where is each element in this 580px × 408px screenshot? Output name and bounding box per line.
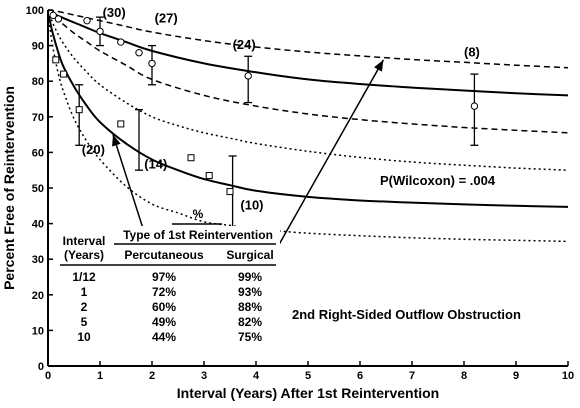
series-0-estimate-curve [47, 9, 569, 97]
table-row-0-interval: 1/12 [72, 270, 96, 284]
y-tick-label-6: 60 [32, 147, 44, 159]
y-tick-label-1: 10 [32, 325, 44, 337]
table-header-years: (Years) [64, 248, 104, 262]
series-0-lower-limit [47, 9, 569, 134]
x-tick-label-7: 7 [409, 370, 415, 382]
series-1-point-0 [52, 56, 60, 64]
series-0-point-9 [470, 102, 479, 110]
table-row-3-surgical: 82% [238, 315, 262, 329]
x-tick-label-1: 1 [97, 370, 103, 382]
y-tick-label-4: 40 [32, 219, 44, 231]
series-1-count-label-0: (20) [82, 142, 105, 157]
y-axis-title: Percent Free of Reintervention [1, 86, 17, 290]
series-1-upper-limit [47, 9, 569, 171]
table-row-1-interval: 1 [81, 285, 88, 299]
table-header-surgical: Surgical [226, 248, 273, 262]
x-tick-label-9: 9 [513, 370, 519, 382]
series-1-point-4 [187, 154, 195, 162]
series-1-count-label-1: (14) [144, 156, 167, 171]
table-row-1-percutaneous: 72% [152, 285, 176, 299]
y-tick-label-7: 70 [32, 112, 44, 124]
arrow-1-shaft [276, 59, 385, 249]
series-0-point-2 [54, 15, 63, 23]
obstruction-annotation: 2nd Right-Sided Outflow Obstruction [292, 307, 521, 322]
series-0-point-8 [244, 72, 252, 80]
p-value-annotation: P(Wilcoxon) = .004 [380, 173, 496, 188]
table-header-unit: % [193, 207, 204, 221]
x-tick-label-10: 10 [562, 370, 574, 382]
table-header-percutaneous: Percutaneous [124, 248, 204, 262]
table-row-0-percutaneous: 97% [152, 270, 176, 284]
y-tick-label-5: 50 [32, 183, 44, 195]
table-row-0-surgical: 99% [238, 270, 262, 284]
series-0-point-4 [96, 27, 104, 36]
series-0-point-3 [83, 16, 91, 25]
series-0-count-label-2: (24) [233, 37, 256, 52]
y-ticks: 0 10 20 30 40 50 60 70 80 90 100 [26, 5, 53, 373]
annotations-layer: P(Wilcoxon) = .004 2nd Right-Sided Outfl… [112, 59, 521, 322]
table-row-2-interval: 2 [81, 300, 88, 314]
y-tick-label-10: 100 [26, 5, 44, 17]
series-0-count-label-1: (27) [155, 10, 178, 25]
table-header-group: Type of 1st Reintervention [123, 228, 273, 242]
x-tick-label-3: 3 [201, 370, 207, 382]
series-0-point-6 [135, 49, 143, 57]
y-tick-label-0: 0 [38, 361, 44, 373]
x-ticks: 0 1 2 3 4 5 6 7 8 9 10 [45, 361, 574, 382]
reintervention-table: Interval (Years) % Type of 1st Reinterve… [58, 207, 280, 352]
table-row-4-surgical: 75% [238, 330, 262, 344]
series-0-count-label-3: (8) [464, 44, 480, 59]
series-1-count-label-2: (10) [240, 197, 263, 212]
y-tick-label-2: 20 [32, 290, 44, 302]
x-tick-label-8: 8 [461, 370, 467, 382]
marks-layer: (30) (27) (24) (8) (20) (14) (10) [46, 5, 480, 232]
y-tick-label-8: 80 [32, 76, 44, 88]
table-row-3-percutaneous: 49% [152, 315, 176, 329]
table-background [58, 226, 280, 352]
table-row-4-interval: 10 [77, 330, 91, 344]
table-row-3-interval: 5 [81, 315, 88, 329]
table-row-2-surgical: 88% [238, 300, 262, 314]
series-0-point-5 [117, 38, 125, 46]
series-0-count-label-0: (30) [103, 5, 126, 20]
y-tick-label-9: 90 [32, 41, 44, 53]
x-tick-label-0: 0 [45, 370, 51, 382]
series-1-point-6 [226, 188, 234, 196]
x-tick-label-5: 5 [305, 370, 311, 382]
y-tick-label-3: 30 [32, 254, 44, 266]
arrow-1-head [374, 59, 384, 72]
series-1-estimate-curve [47, 9, 569, 208]
series-1-point-1 [60, 70, 68, 78]
series-1-point-2 [75, 106, 83, 114]
table-row-2-percutaneous: 60% [152, 300, 176, 314]
series-0-point-1 [49, 11, 57, 20]
table-header-interval: Interval [63, 234, 106, 248]
series-1-point-3 [117, 120, 125, 128]
arrow-0-head [112, 134, 121, 147]
table-rows: 1/12 97% 99% 1 72% 93% 2 60% 88% 5 49% 82% 10 44% 75% [72, 270, 262, 344]
x-tick-label-4: 4 [253, 370, 260, 382]
table-row-4-percutaneous: 44% [152, 330, 176, 344]
series-1-point-5 [205, 172, 213, 180]
x-tick-label-2: 2 [149, 370, 155, 382]
table-row-1-surgical: 93% [238, 285, 262, 299]
series-0-upper-limit [47, 9, 569, 69]
series-0-point-7 [148, 59, 156, 68]
series-1-lower-limit [47, 9, 569, 243]
curves-layer [47, 9, 569, 243]
x-axis-title: Interval (Years) After 1st Reinterventio… [177, 385, 439, 401]
x-tick-label-6: 6 [357, 370, 363, 382]
